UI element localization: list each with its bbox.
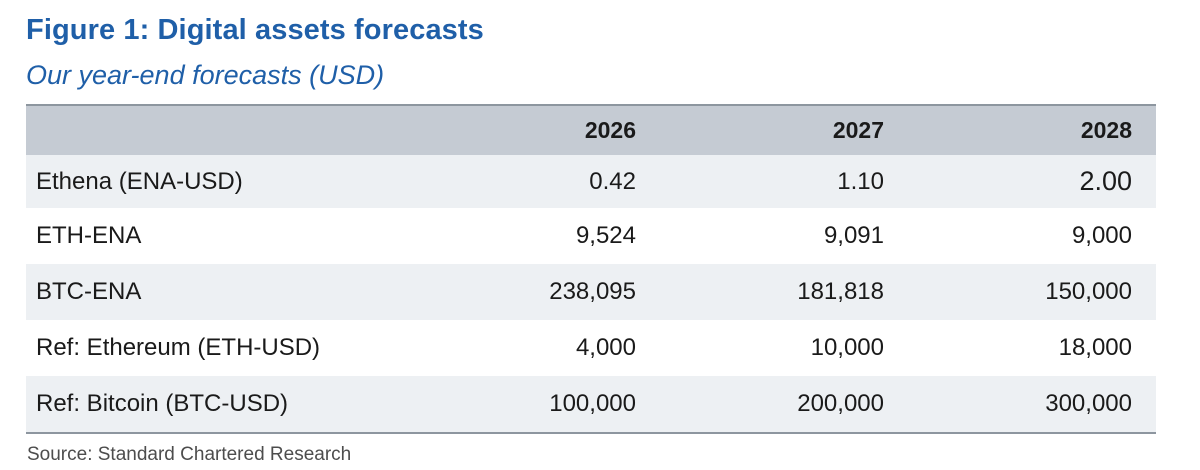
row-label: BTC-ENA bbox=[36, 278, 142, 305]
table-row: BTC-ENA 238,095 181,818 150,000 bbox=[26, 264, 1156, 320]
row-label: Ref: Ethereum (ETH-USD) bbox=[36, 334, 321, 361]
source-note: Source: Standard Chartered Research bbox=[27, 444, 352, 465]
table-row: Ref: Ethereum (ETH-USD) 4,000 10,000 18,… bbox=[26, 320, 1156, 376]
cell-value: 9,524 bbox=[575, 222, 636, 249]
column-header-label bbox=[26, 105, 412, 155]
cell-value: 1.10 bbox=[837, 167, 884, 195]
cell-value: 9,000 bbox=[1071, 222, 1132, 249]
row-label: Ethena (ENA-USD) bbox=[36, 167, 243, 195]
cell-value: 18,000 bbox=[1058, 334, 1132, 361]
column-header-2027: 2027 bbox=[832, 117, 884, 143]
row-label: ETH-ENA bbox=[36, 222, 142, 249]
row-label: Ref: Bitcoin (BTC-USD) bbox=[36, 390, 289, 417]
column-header-2026: 2026 bbox=[584, 117, 636, 143]
table-row: Ref: Bitcoin (BTC-USD) 100,000 200,000 3… bbox=[26, 376, 1156, 433]
cell-value: 100,000 bbox=[549, 390, 636, 417]
table-row: Ethena (ENA-USD) 0.42 1.10 2.00 bbox=[26, 155, 1156, 208]
cell-value: 2.00 bbox=[1079, 166, 1132, 196]
figure-subtitle: Our year-end forecasts (USD) bbox=[26, 60, 385, 90]
table-header-row: 2026 2027 2028 bbox=[26, 105, 1156, 155]
cell-value: 238,095 bbox=[549, 278, 636, 305]
forecast-table-container: 2026 2027 2028 Ethena (ENA-USD) 0.42 1.1… bbox=[26, 104, 1156, 434]
cell-value: 181,818 bbox=[797, 278, 884, 305]
column-header-2028: 2028 bbox=[1080, 117, 1132, 143]
cell-value: 9,091 bbox=[823, 222, 884, 249]
table-row: ETH-ENA 9,524 9,091 9,000 bbox=[26, 208, 1156, 264]
figure-title: Figure 1: Digital assets forecasts bbox=[26, 14, 484, 46]
cell-value: 200,000 bbox=[797, 390, 884, 417]
cell-value: 150,000 bbox=[1045, 278, 1132, 305]
cell-value: 4,000 bbox=[575, 334, 636, 361]
cell-value: 0.42 bbox=[589, 167, 636, 195]
forecast-table: 2026 2027 2028 Ethena (ENA-USD) 0.42 1.1… bbox=[26, 104, 1156, 434]
cell-value: 10,000 bbox=[810, 334, 884, 361]
cell-value: 300,000 bbox=[1045, 390, 1132, 417]
